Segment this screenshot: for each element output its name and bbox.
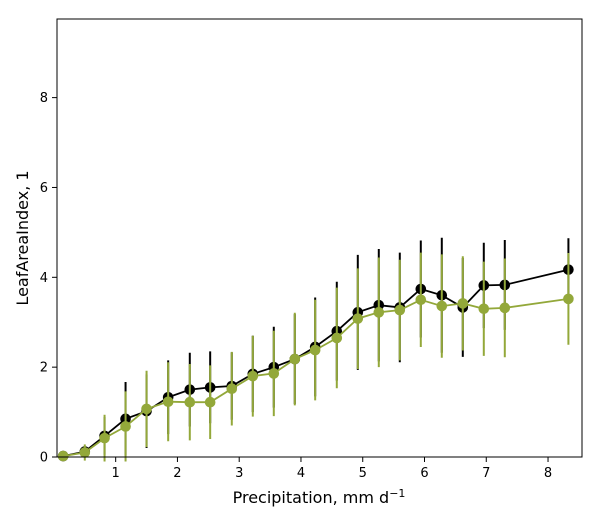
x-tick-label: 2 [173, 466, 181, 481]
series-1-points [57, 293, 574, 462]
data-point [436, 300, 448, 312]
series-1 [57, 252, 574, 462]
data-point [57, 450, 69, 462]
data-point [79, 447, 91, 458]
data-point [478, 303, 490, 315]
data-point [247, 370, 259, 382]
data-point [268, 368, 280, 379]
data-point [141, 403, 152, 415]
data-point [563, 293, 574, 305]
plot-area [57, 19, 582, 457]
y-axis-label: LeafAreaIndex, 1 [13, 170, 32, 305]
data-point [415, 294, 427, 306]
x-tick-label: 1 [112, 466, 120, 481]
data-point [289, 353, 301, 365]
y-tick-label: 2 [40, 361, 48, 376]
x-tick-label: 6 [420, 466, 428, 481]
data-point [499, 302, 511, 314]
series-layer [57, 237, 574, 462]
y-tick-label: 6 [40, 181, 48, 196]
data-point [352, 313, 364, 324]
axes-layer: 1 2 3 4 5 6 7 8 0 2 4 6 8 [40, 91, 552, 481]
x-axis-label-exponent: −1 [389, 487, 405, 500]
x-tick-label: 7 [482, 466, 490, 481]
y-tick-label: 4 [40, 271, 48, 286]
plot-frame [56, 18, 583, 458]
y-tick-label: 0 [40, 451, 48, 466]
data-point [226, 383, 238, 395]
y-tick-label: 8 [40, 91, 48, 106]
x-tick-label: 3 [235, 466, 243, 481]
data-point [331, 332, 343, 344]
data-point [184, 396, 196, 408]
data-point [394, 304, 406, 316]
data-point [162, 396, 174, 408]
data-point [309, 344, 321, 356]
data-point [373, 307, 385, 318]
data-point [120, 421, 131, 432]
x-axis-label: Precipitation, mm d−1 [233, 487, 406, 507]
x-tick-label: 8 [544, 466, 552, 481]
data-point [457, 298, 469, 309]
data-point [99, 432, 110, 444]
x-tick-label: 5 [359, 466, 367, 481]
data-point [204, 396, 216, 408]
x-tick-label: 4 [297, 466, 305, 481]
